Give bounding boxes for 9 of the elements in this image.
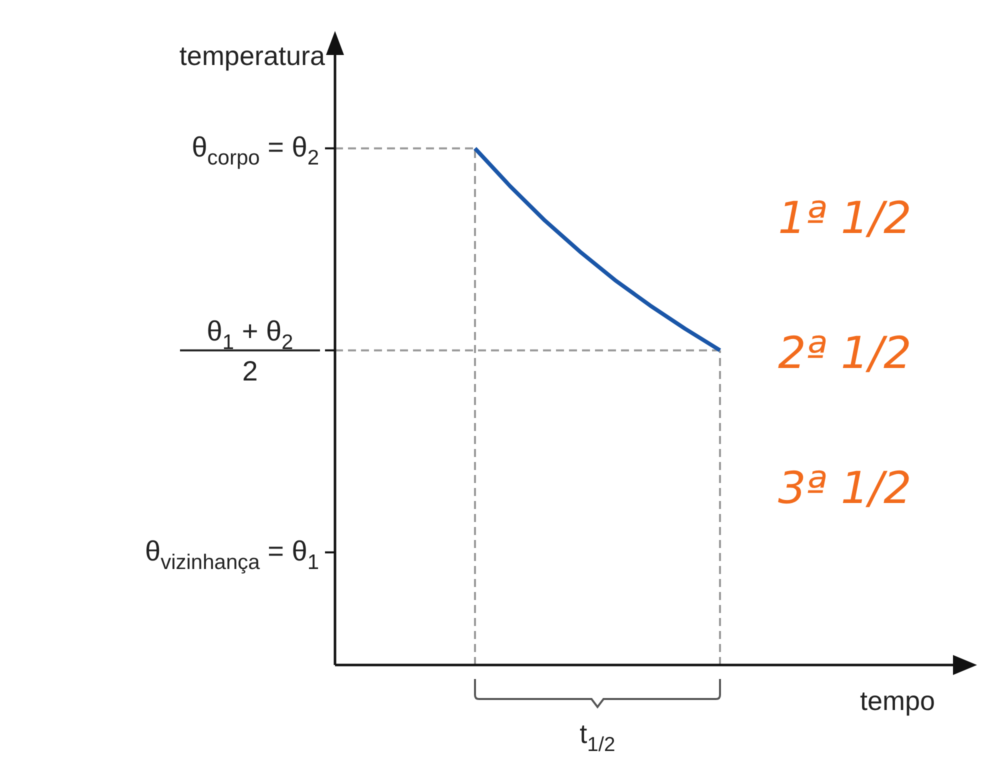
ref-line-label: θ$_{corpo}$ = θ$_{2}$ (192, 131, 319, 170)
annotation: 3ª 1/2 (778, 463, 912, 514)
y-axis-title: temperatura (179, 41, 326, 71)
x-axis-title: tempo (860, 686, 935, 716)
annotation: 2ª 1/2 (778, 328, 912, 379)
text: θ$_{vizinhança}$ = θ$_{1}$ (145, 535, 319, 574)
annotation: 1ª 1/2 (778, 193, 912, 244)
text: t$_{1/2}$ (580, 719, 616, 756)
ref-line-label: θ$_{1}$ + θ$_{2}$ 2 (206, 315, 294, 386)
